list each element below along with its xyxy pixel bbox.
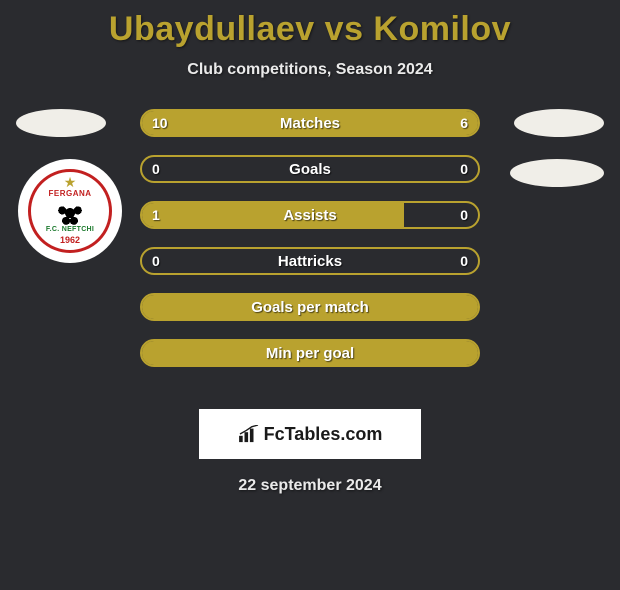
stat-bars: 106Matches 00Goals 10Assists 00Hattricks Goa…	[140, 109, 480, 385]
comparison-stage: ★ FERGANA F.C. NEFTCHI 1962 106Matches 00…	[0, 109, 620, 389]
stat-row: 00Goals	[140, 155, 480, 183]
page-title: Ubaydullaev vs Komilov	[0, 10, 620, 49]
soccer-ball-icon	[57, 200, 83, 226]
player-right-club-placeholder	[510, 159, 604, 187]
stat-label: Goals	[142, 157, 478, 181]
page-subtitle: Club competitions, Season 2024	[0, 61, 620, 79]
star-icon: ★	[64, 175, 77, 189]
club-badge-inner: ★ FERGANA F.C. NEFTCHI 1962	[28, 169, 112, 253]
stat-row: 00Hattricks	[140, 247, 480, 275]
stat-label: Goals per match	[142, 295, 478, 319]
stat-row: Goals per match	[140, 293, 480, 321]
player-left-avatar-placeholder	[16, 109, 106, 137]
stat-row: Min per goal	[140, 339, 480, 367]
stat-row: 10Assists	[140, 201, 480, 229]
club-sub-text: F.C. NEFTCHI	[46, 226, 94, 233]
stat-row: 106Matches	[140, 109, 480, 137]
stat-label: Matches	[142, 111, 478, 135]
brand-text: FcTables.com	[264, 424, 383, 445]
stat-label: Assists	[142, 203, 478, 227]
date-text: 22 september 2024	[0, 477, 620, 495]
brand-chart-icon	[238, 425, 260, 443]
player-right-avatar-placeholder	[514, 109, 604, 137]
club-year-text: 1962	[60, 235, 80, 245]
player-left-club-badge: ★ FERGANA F.C. NEFTCHI 1962	[18, 159, 122, 263]
stat-label: Hattricks	[142, 249, 478, 273]
stat-label: Min per goal	[142, 341, 478, 365]
brand-badge: FcTables.com	[199, 409, 421, 459]
club-name-text: FERGANA	[48, 189, 91, 198]
